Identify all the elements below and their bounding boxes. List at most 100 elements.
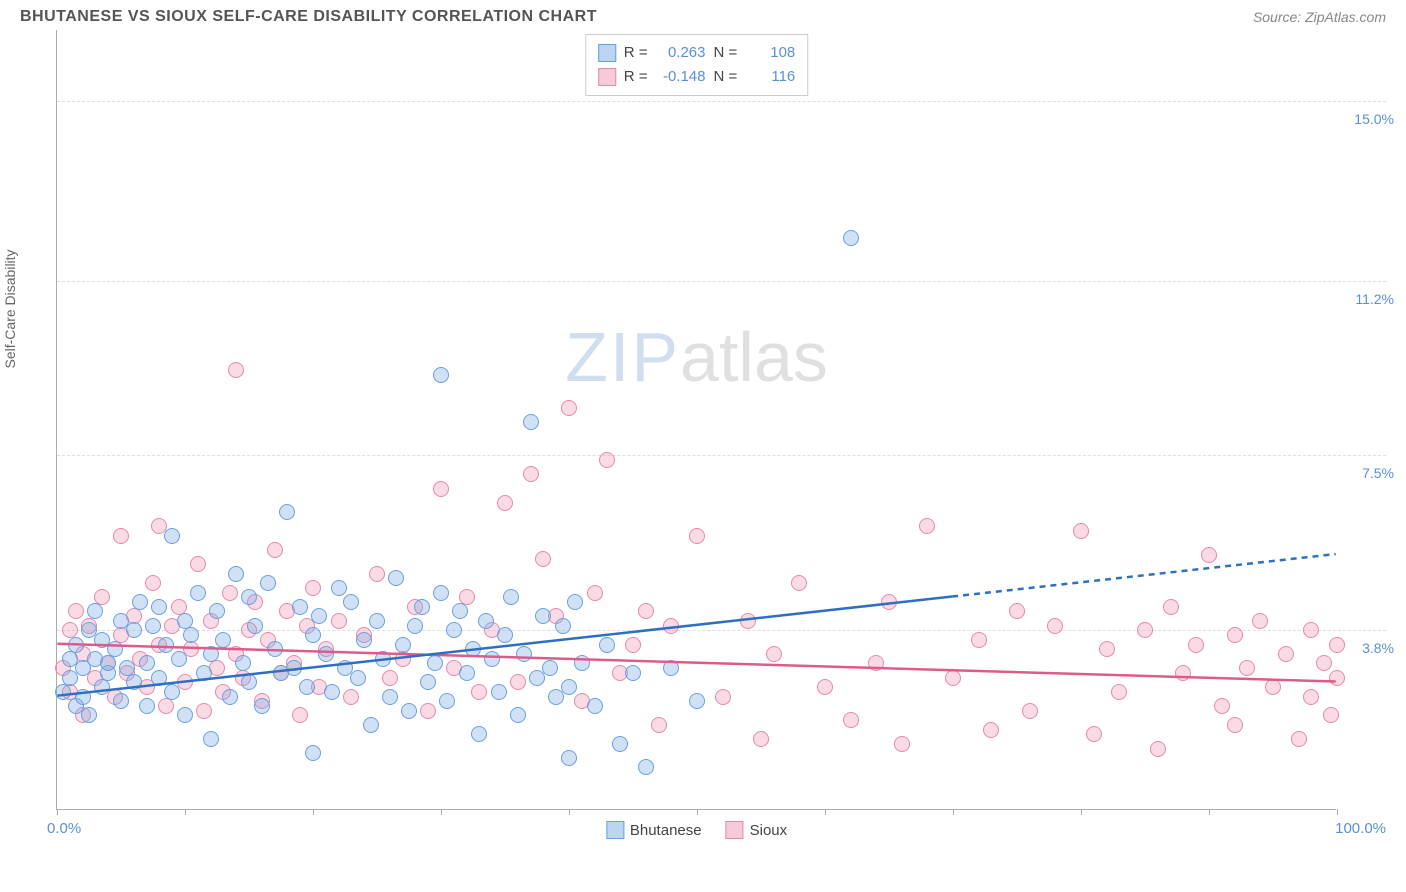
point-bhutanese (363, 717, 379, 733)
point-bhutanese (343, 594, 359, 610)
n-value-bhutanese: 108 (745, 41, 795, 65)
point-sioux (535, 551, 551, 567)
x-tick (1209, 809, 1210, 815)
point-bhutanese (446, 622, 462, 638)
point-sioux (228, 362, 244, 378)
point-bhutanese (183, 627, 199, 643)
x-tick (1081, 809, 1082, 815)
point-bhutanese (587, 698, 603, 714)
point-bhutanese (382, 689, 398, 705)
point-sioux (1047, 618, 1063, 634)
point-sioux (1086, 726, 1102, 742)
point-sioux (919, 518, 935, 534)
point-sioux (1009, 603, 1025, 619)
point-sioux (1323, 707, 1339, 723)
point-bhutanese (305, 627, 321, 643)
point-bhutanese (318, 646, 334, 662)
x-axis-max-label: 100.0% (1335, 820, 1386, 837)
point-bhutanese (228, 566, 244, 582)
point-bhutanese (292, 599, 308, 615)
point-bhutanese (350, 670, 366, 686)
point-sioux (1111, 684, 1127, 700)
point-bhutanese (87, 603, 103, 619)
x-tick (697, 809, 698, 815)
point-bhutanese (311, 608, 327, 624)
y-tick-label: 7.5% (1344, 465, 1394, 481)
point-bhutanese (356, 632, 372, 648)
legend-label-bhutanese: Bhutanese (630, 822, 702, 839)
point-bhutanese (107, 641, 123, 657)
point-bhutanese (433, 585, 449, 601)
point-sioux (267, 542, 283, 558)
point-bhutanese (235, 655, 251, 671)
point-sioux (651, 717, 667, 733)
point-bhutanese (567, 594, 583, 610)
point-bhutanese (420, 674, 436, 690)
point-sioux (881, 594, 897, 610)
point-bhutanese (247, 618, 263, 634)
x-tick (185, 809, 186, 815)
point-sioux (1278, 646, 1294, 662)
y-tick-label: 11.2% (1344, 291, 1394, 307)
point-bhutanese (689, 693, 705, 709)
x-tick (569, 809, 570, 815)
point-sioux (1201, 547, 1217, 563)
point-bhutanese (113, 693, 129, 709)
point-bhutanese (427, 655, 443, 671)
point-bhutanese (267, 641, 283, 657)
point-sioux (1099, 641, 1115, 657)
swatch-bhutanese (598, 44, 616, 62)
point-sioux (113, 528, 129, 544)
point-sioux (843, 712, 859, 728)
n-label: N = (714, 65, 738, 89)
point-sioux (1214, 698, 1230, 714)
point-sioux (145, 575, 161, 591)
point-sioux (158, 698, 174, 714)
x-tick (825, 809, 826, 815)
point-bhutanese (471, 726, 487, 742)
point-bhutanese (171, 651, 187, 667)
stat-row-sioux: R = -0.148 N = 116 (598, 65, 796, 89)
point-sioux (1175, 665, 1191, 681)
point-bhutanese (388, 570, 404, 586)
point-sioux (1163, 599, 1179, 615)
point-bhutanese (439, 693, 455, 709)
point-bhutanese (452, 603, 468, 619)
point-sioux (983, 722, 999, 738)
point-sioux (766, 646, 782, 662)
source-text: Source: ZipAtlas.com (1253, 9, 1386, 25)
point-bhutanese (132, 594, 148, 610)
x-tick (313, 809, 314, 815)
point-bhutanese (190, 585, 206, 601)
point-bhutanese (625, 665, 641, 681)
point-bhutanese (599, 637, 615, 653)
point-sioux (292, 707, 308, 723)
plot-area: ZIPatlas R = 0.263 N = 108 R = -0.148 N … (56, 30, 1336, 810)
legend-label-sioux: Sioux (750, 822, 788, 839)
point-sioux (894, 736, 910, 752)
point-bhutanese (145, 618, 161, 634)
point-sioux (1252, 613, 1268, 629)
point-sioux (663, 618, 679, 634)
point-sioux (1329, 637, 1345, 653)
point-bhutanese (523, 414, 539, 430)
swatch-bhutanese-icon (606, 821, 624, 839)
r-label: R = (624, 41, 648, 65)
point-sioux (1265, 679, 1281, 695)
point-sioux (471, 684, 487, 700)
point-bhutanese (612, 736, 628, 752)
bottom-legend: Bhutanese Sioux (606, 821, 787, 839)
point-sioux (369, 566, 385, 582)
point-sioux (1227, 717, 1243, 733)
point-bhutanese (369, 613, 385, 629)
point-bhutanese (299, 679, 315, 695)
point-bhutanese (574, 655, 590, 671)
point-bhutanese (260, 575, 276, 591)
point-sioux (62, 622, 78, 638)
point-sioux (1316, 655, 1332, 671)
r-value-sioux: -0.148 (656, 65, 706, 89)
point-bhutanese (561, 679, 577, 695)
x-tick (57, 809, 58, 815)
point-sioux (190, 556, 206, 572)
point-bhutanese (433, 367, 449, 383)
